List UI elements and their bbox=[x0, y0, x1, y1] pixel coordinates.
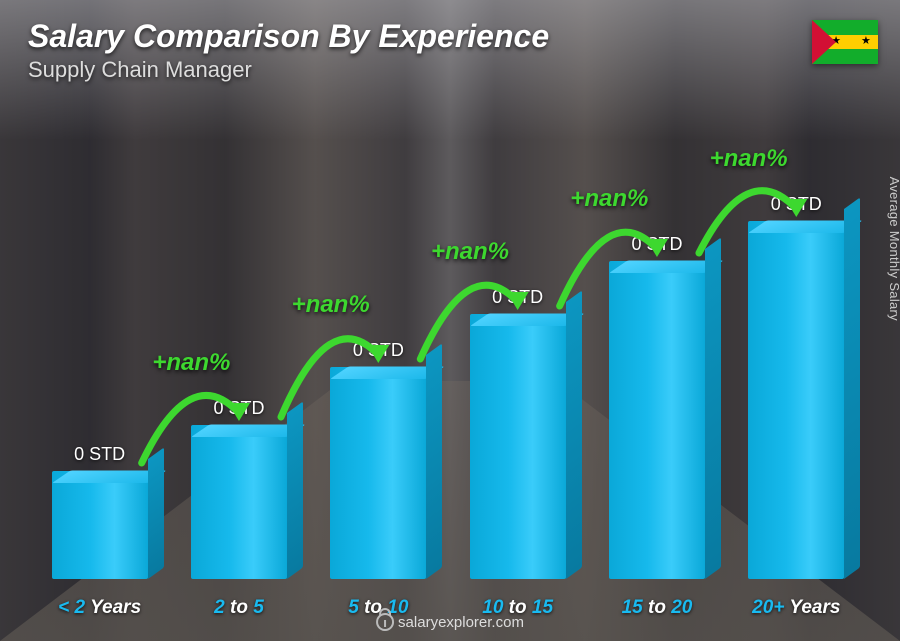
bar bbox=[191, 425, 287, 579]
bar bbox=[470, 314, 566, 579]
bar bbox=[52, 471, 148, 579]
bar-slot: 0 STD2 to 5 bbox=[169, 398, 308, 579]
bar-value-label: 0 STD bbox=[213, 398, 264, 419]
increase-label: +nan% bbox=[710, 145, 788, 173]
bar bbox=[330, 367, 426, 579]
y-axis-label: Average Monthly Salary bbox=[887, 176, 900, 320]
chart-header: Salary Comparison By Experience Supply C… bbox=[28, 18, 549, 83]
chart-title: Salary Comparison By Experience bbox=[28, 18, 549, 55]
increase-label: +nan% bbox=[292, 291, 370, 319]
bar-value-label: 0 STD bbox=[631, 234, 682, 255]
bar-slot: 0 STD5 to 10 bbox=[309, 340, 448, 579]
bar bbox=[748, 221, 844, 579]
footer-credit: salaryexplorer.com bbox=[376, 613, 524, 631]
bar-category-label: < 2 Years bbox=[58, 597, 141, 619]
bar-value-label: 0 STD bbox=[74, 444, 125, 465]
bar-value-label: 0 STD bbox=[771, 194, 822, 215]
bar-value-label: 0 STD bbox=[353, 340, 404, 361]
bar bbox=[609, 261, 705, 579]
chart-subtitle: Supply Chain Manager bbox=[28, 57, 549, 83]
logo-icon bbox=[376, 613, 394, 631]
bar-value-label: 0 STD bbox=[492, 287, 543, 308]
increase-label: +nan% bbox=[431, 238, 509, 266]
country-flag-icon: ★★ bbox=[812, 20, 878, 64]
bar-category-label: 20+ Years bbox=[752, 597, 840, 619]
bar-chart: 0 STD< 2 Years0 STD2 to 50 STD5 to 100 S… bbox=[30, 130, 866, 579]
bar-slot: 0 STD20+ Years bbox=[727, 194, 866, 579]
bar-slot: 0 STD10 to 15 bbox=[448, 287, 587, 579]
bar-category-label: 15 to 20 bbox=[622, 597, 693, 619]
increase-label: +nan% bbox=[570, 185, 648, 213]
footer-site: salaryexplorer.com bbox=[398, 614, 524, 631]
bar-category-label: 2 to 5 bbox=[214, 597, 264, 619]
increase-label: +nan% bbox=[152, 349, 230, 377]
bar-slot: 0 STD15 to 20 bbox=[587, 234, 726, 579]
bar-slot: 0 STD< 2 Years bbox=[30, 444, 169, 579]
